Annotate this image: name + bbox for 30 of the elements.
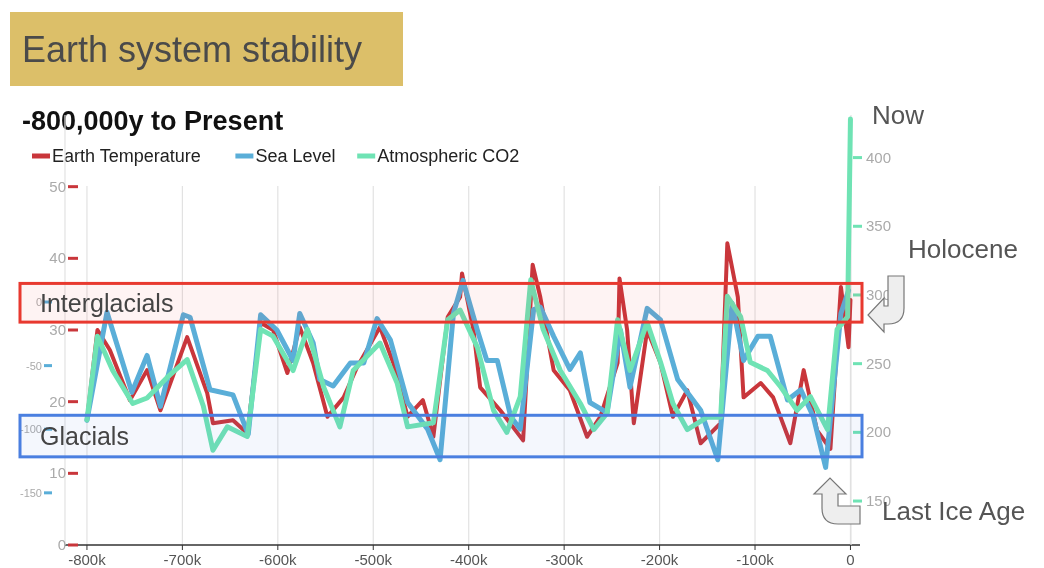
- y-tick-label: 10: [49, 464, 66, 482]
- x-tick-label: -100k: [736, 551, 775, 568]
- y2-tick-label: 400: [866, 148, 892, 166]
- x-tick-label: -600k: [259, 551, 298, 568]
- y2-tick-label: 200: [866, 423, 892, 441]
- y-tick-label: 20: [49, 392, 66, 410]
- x-tick-label: -700k: [163, 551, 202, 568]
- chart-subtitle: -800,000y to Present: [22, 106, 284, 136]
- y-tick-label: 0: [57, 536, 66, 553]
- text: Now: [872, 100, 925, 130]
- text: Holocene: [908, 234, 1018, 264]
- y3-tick-label: -150: [19, 486, 42, 499]
- y3-tick-label: -50: [26, 359, 42, 372]
- x-tick-label: -200k: [640, 551, 679, 568]
- legend-label: Sea Level: [255, 146, 336, 166]
- y-tick-label: 50: [49, 177, 66, 195]
- x-tick-label: -400k: [449, 551, 488, 568]
- y2-tick-label: 350: [866, 217, 892, 235]
- legend-label: Earth Temperature: [52, 146, 201, 166]
- x-tick-label: -500k: [354, 551, 393, 568]
- legend-label: Atmospheric CO2: [377, 146, 520, 166]
- y-tick-label: 30: [49, 321, 66, 338]
- x-tick-label: -300k: [545, 551, 584, 568]
- chart-title: Earth system stability: [22, 29, 363, 70]
- band-label: Glacials: [40, 422, 129, 451]
- x-tick-label: -800k: [68, 551, 107, 568]
- y2-tick-label: 250: [866, 354, 892, 372]
- x-tick-label: 0: [846, 551, 855, 568]
- y3-tick-label: 0: [35, 296, 42, 309]
- y-tick-label: 40: [49, 249, 66, 267]
